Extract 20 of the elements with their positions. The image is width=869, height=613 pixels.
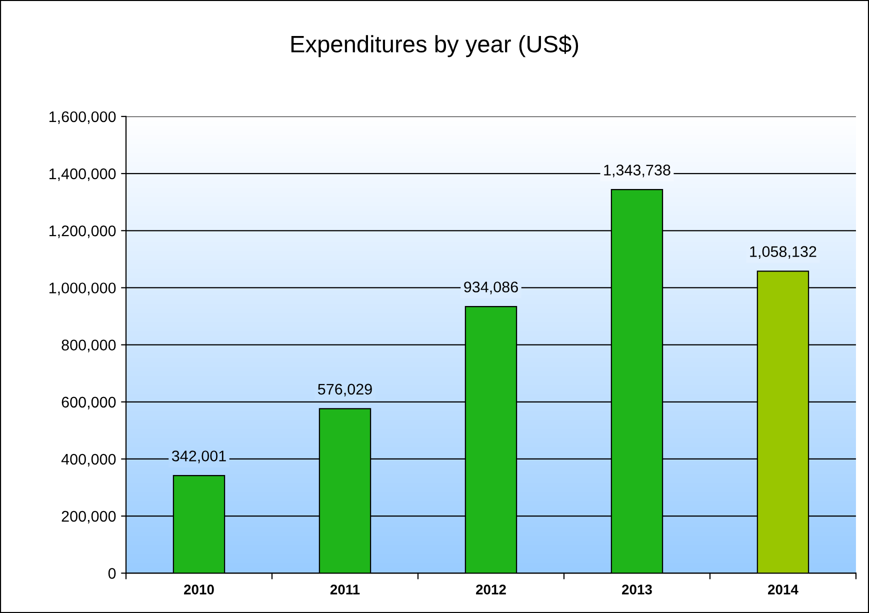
y-tick-label: 1,600,000 [49,111,116,124]
y-tick-label: 1,400,000 [49,168,116,182]
x-tick-label: 2011 [330,584,360,594]
y-tick-label: 800,000 [62,340,116,352]
x-tick-label: 2010 [184,584,214,594]
data-label: 342,001 [172,450,226,464]
chart-title: Expenditures by year (US$) [291,34,578,58]
data-label: 934,086 [464,282,518,294]
x-tick-label: 2014 [768,584,798,594]
y-tick-label: 0 [108,568,116,579]
y-tick-label: 400,000 [61,454,116,466]
data-label: 1,343,738 [604,164,670,178]
x-tick-label: 2013 [622,584,652,594]
y-tick-label: 1,200,000 [49,226,116,238]
data-label: 1,058,132 [750,246,816,259]
y-tick-label: 600,000 [62,396,116,410]
x-tick-label: 2012 [476,584,506,594]
y-tick-label: 1,000,000 [49,282,116,296]
y-tick-label: 200,000 [62,510,116,524]
data-label: 576,029 [318,384,372,396]
